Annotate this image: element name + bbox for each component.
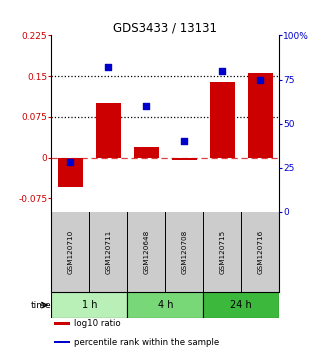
Point <box>68 160 73 165</box>
Text: log10 ratio: log10 ratio <box>74 319 121 328</box>
Text: 24 h: 24 h <box>230 300 252 310</box>
Title: GDS3433 / 13131: GDS3433 / 13131 <box>113 21 217 34</box>
Bar <box>134 147 159 158</box>
Bar <box>172 158 197 160</box>
Text: 4 h: 4 h <box>158 300 173 310</box>
Bar <box>51 292 127 318</box>
Text: GSM120711: GSM120711 <box>105 230 111 274</box>
Bar <box>248 73 273 158</box>
Text: time: time <box>31 301 52 310</box>
Text: GSM120648: GSM120648 <box>143 230 149 274</box>
Text: GSM120715: GSM120715 <box>219 230 225 274</box>
Text: GSM120708: GSM120708 <box>181 230 187 274</box>
Bar <box>127 292 203 318</box>
Bar <box>203 292 279 318</box>
Point <box>106 64 111 70</box>
Text: GSM120710: GSM120710 <box>67 230 74 274</box>
Point <box>220 68 225 74</box>
Bar <box>210 81 235 158</box>
Bar <box>54 341 70 343</box>
Bar <box>54 322 70 325</box>
Text: 1 h: 1 h <box>82 300 97 310</box>
Point <box>258 77 263 82</box>
Bar <box>96 103 121 158</box>
Bar <box>58 158 83 187</box>
Point <box>182 138 187 144</box>
Point <box>144 103 149 109</box>
Text: GSM120716: GSM120716 <box>257 230 263 274</box>
Text: percentile rank within the sample: percentile rank within the sample <box>74 338 219 347</box>
